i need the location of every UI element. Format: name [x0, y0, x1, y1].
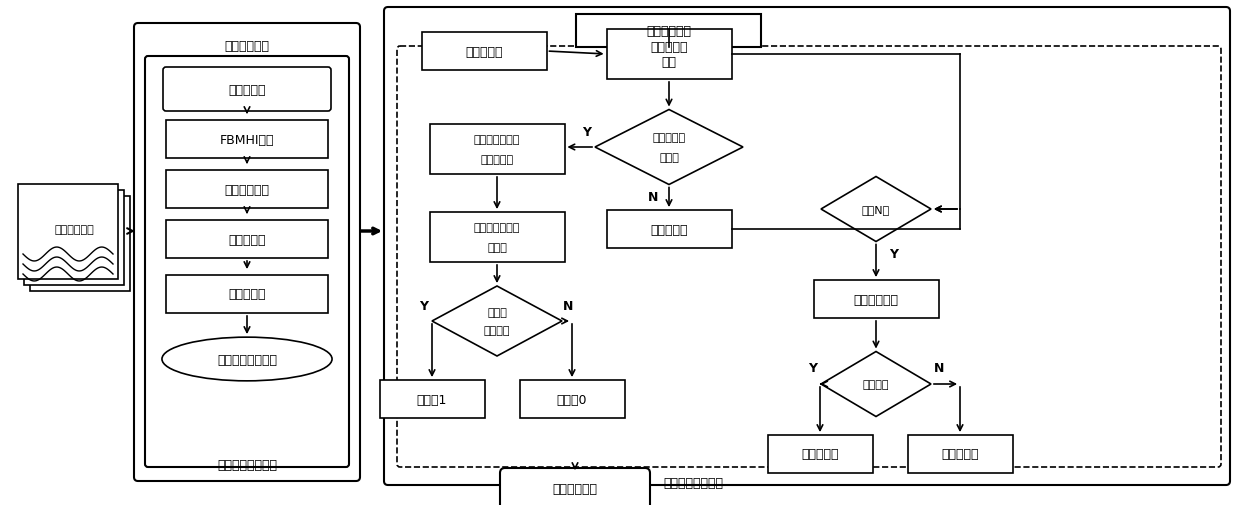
FancyBboxPatch shape	[30, 196, 130, 291]
FancyBboxPatch shape	[577, 15, 761, 48]
Text: 低置信度运动区域: 低置信度运动区域	[217, 353, 277, 366]
FancyBboxPatch shape	[145, 57, 348, 467]
Text: Y: Y	[889, 247, 899, 261]
Text: 连续N帧: 连续N帧	[862, 205, 890, 215]
Text: 视频序列图像: 视频序列图像	[55, 225, 94, 234]
Text: 目标候选区域提取: 目标候选区域提取	[217, 459, 277, 472]
Polygon shape	[432, 286, 562, 357]
Ellipse shape	[162, 337, 332, 381]
FancyBboxPatch shape	[422, 33, 547, 71]
Text: 目标检测结果: 目标检测结果	[553, 483, 598, 495]
FancyBboxPatch shape	[134, 24, 360, 481]
Text: 检测重合: 检测重合	[484, 325, 510, 335]
FancyBboxPatch shape	[429, 125, 564, 175]
FancyBboxPatch shape	[908, 435, 1013, 473]
FancyBboxPatch shape	[429, 213, 564, 263]
FancyBboxPatch shape	[520, 380, 625, 418]
Text: 预测已跟踪轨迹: 预测已跟踪轨迹	[474, 223, 521, 232]
FancyBboxPatch shape	[19, 185, 118, 279]
FancyBboxPatch shape	[606, 211, 732, 248]
Text: Y: Y	[419, 299, 429, 312]
Text: 可关联: 可关联	[660, 153, 680, 163]
Text: 置信度1: 置信度1	[417, 393, 448, 406]
FancyBboxPatch shape	[162, 68, 331, 112]
Text: 低阈值二值化: 低阈值二值化	[224, 183, 269, 196]
Text: N: N	[647, 190, 658, 204]
Text: Y: Y	[808, 362, 817, 375]
FancyBboxPatch shape	[606, 30, 732, 80]
Polygon shape	[595, 110, 743, 185]
FancyBboxPatch shape	[500, 468, 650, 505]
Text: 判断每条轨迹: 判断每条轨迹	[853, 293, 899, 306]
Text: 新检测目标: 新检测目标	[652, 133, 686, 143]
FancyBboxPatch shape	[379, 380, 485, 418]
FancyBboxPatch shape	[166, 121, 329, 159]
FancyBboxPatch shape	[384, 8, 1230, 485]
FancyBboxPatch shape	[768, 435, 873, 473]
Text: 连通域提取: 连通域提取	[228, 288, 265, 301]
Text: 目标候选区域增强: 目标候选区域增强	[663, 477, 723, 489]
Text: 轨迹特征: 轨迹特征	[863, 379, 889, 389]
Text: 新位置: 新位置	[487, 242, 507, 252]
Text: N: N	[934, 362, 944, 375]
FancyBboxPatch shape	[166, 221, 329, 259]
Text: 保留该轨迹: 保留该轨迹	[801, 447, 838, 461]
FancyBboxPatch shape	[397, 47, 1221, 467]
Text: FBMHI计算: FBMHI计算	[219, 133, 274, 146]
Text: 初始化轨迹: 初始化轨迹	[465, 45, 502, 59]
Text: 删除该轨迹: 删除该轨迹	[941, 447, 978, 461]
Text: 创建新轨迹: 创建新轨迹	[650, 223, 688, 236]
FancyBboxPatch shape	[24, 190, 124, 285]
Text: 置信度0: 置信度0	[557, 393, 588, 406]
Text: 时域信息处理: 时域信息处理	[224, 39, 269, 53]
Polygon shape	[821, 352, 931, 417]
Text: 轨迹关联增强: 轨迹关联增强	[646, 25, 691, 38]
Text: 下一帧检测
结果: 下一帧检测 结果	[650, 41, 688, 69]
Text: 给已知轨迹: 给已知轨迹	[480, 155, 513, 165]
Text: 分配新检测目标: 分配新检测目标	[474, 135, 521, 145]
Text: 低阈值查全: 低阈值查全	[228, 83, 265, 96]
Text: Y: Y	[583, 125, 591, 138]
FancyBboxPatch shape	[813, 280, 939, 318]
FancyBboxPatch shape	[166, 171, 329, 209]
FancyBboxPatch shape	[166, 275, 329, 314]
Polygon shape	[821, 177, 931, 242]
Text: 预测与: 预测与	[487, 308, 507, 317]
Text: 形态学处理: 形态学处理	[228, 233, 265, 246]
Text: N: N	[563, 299, 573, 312]
